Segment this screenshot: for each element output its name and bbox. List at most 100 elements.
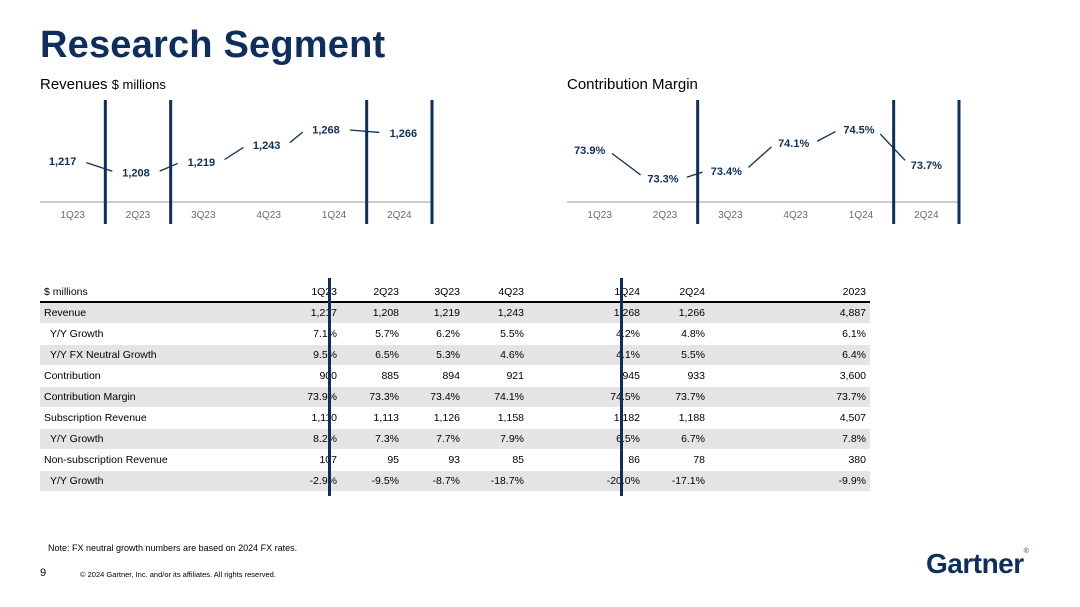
- table-row: Revenue 1,217 1,208 1,219 1,243 1,268 1,266 4,8…: [40, 301, 870, 324]
- revenue-tick-label: 1Q24: [322, 210, 347, 221]
- table-cell: 4.6%: [464, 344, 528, 366]
- table-cell: 4,887: [709, 301, 870, 324]
- row-label: Non-subscription Revenue: [40, 449, 259, 471]
- table-cell: 86: [528, 449, 644, 471]
- margin-data-label: 73.7%: [911, 160, 942, 172]
- revenues-title-text: Revenues: [40, 76, 108, 93]
- margin-period-divider: [696, 100, 700, 224]
- table-cell: 6.5%: [528, 428, 644, 450]
- margin-line-segment: [611, 152, 642, 176]
- margin-data-label: 73.3%: [647, 173, 678, 185]
- table-cell: 1,188: [644, 407, 709, 429]
- table-cell: 73.7%: [644, 386, 709, 408]
- revenue-data-label: 1,243: [253, 140, 281, 152]
- margin-data-label: 74.1%: [778, 138, 809, 150]
- table-cell: 4.2%: [528, 323, 644, 345]
- revenues-chart-title: Revenues $ millions: [40, 76, 166, 93]
- header-2q23: 2Q23: [341, 282, 403, 303]
- table-cell: 5.7%: [341, 323, 403, 345]
- revenue-data-label: 1,219: [188, 157, 216, 169]
- header-1q24: 1Q24: [528, 282, 644, 303]
- table-cell: 6.1%: [709, 323, 870, 345]
- margin-tick-label: 1Q23: [587, 210, 612, 221]
- gartner-logo-text: Gartner: [926, 548, 1024, 579]
- contribution-margin-line-chart: 73.9% 73.3% 73.4% 74.1% 74.5% 73.7% 1Q23 2Q23 3Q…: [567, 100, 961, 224]
- table-cell: 78: [644, 449, 709, 471]
- table-cell: 7.3%: [341, 428, 403, 450]
- table-cell: 95: [341, 449, 403, 471]
- table-cell: 85: [464, 449, 528, 471]
- revenues-unit-label: $ millions: [111, 77, 166, 92]
- table-cell: 3,600: [709, 365, 870, 387]
- table-cell: 5.5%: [644, 344, 709, 366]
- margin-tick-label: 4Q23: [783, 210, 808, 221]
- margin-line-segment: [686, 171, 703, 178]
- table-cell: 74.1%: [464, 386, 528, 408]
- revenue-data-label: 1,217: [49, 156, 77, 168]
- margin-tick-label: 1Q24: [849, 210, 874, 221]
- table-cell: 933: [644, 365, 709, 387]
- table-cell: 6.7%: [644, 428, 709, 450]
- table-cell: 1,158: [464, 407, 528, 429]
- margin-tick-label: 2Q23: [653, 210, 678, 221]
- table-cell: 1,208: [341, 301, 403, 324]
- margin-tick-label: 2Q24: [914, 210, 939, 221]
- table-cell: -9.9%: [709, 470, 870, 491]
- table-cell: 1,113: [341, 407, 403, 429]
- table-cell: 4.1%: [528, 344, 644, 366]
- table-cell: 7.7%: [403, 428, 464, 450]
- revenue-data-label: 1,208: [122, 168, 150, 180]
- table-row: Contribution Margin 73.9% 73.3% 73.4% 74.1% 7…: [40, 386, 870, 408]
- table-row: Y/Y Growth -2.9% -9.5% -8.7% -18.7% -20.0% -17…: [40, 470, 870, 491]
- margin-line-segment: [816, 130, 836, 142]
- margin-period-divider: [892, 100, 896, 224]
- table-cell: 1,126: [403, 407, 464, 429]
- table-cell: 1,268: [528, 301, 644, 324]
- table-cell: 7.8%: [709, 428, 870, 450]
- row-label: Y/Y Growth: [40, 428, 259, 450]
- table-cell: 7.1%: [259, 323, 341, 345]
- table-cell: 380: [709, 449, 870, 471]
- page-title: Research Segment: [40, 24, 386, 66]
- margin-line-segment: [748, 146, 772, 168]
- revenues-line-chart: 1,217 1,208 1,219 1,243 1,268 1,266 1Q23 2Q23 3Q…: [40, 100, 434, 224]
- row-label: Y/Y Growth: [40, 323, 259, 345]
- table-cell: -17.1%: [644, 470, 709, 491]
- margin-data-label: 74.5%: [843, 125, 874, 137]
- row-label: Revenue: [40, 301, 259, 324]
- revenue-tick-label: 4Q23: [256, 210, 281, 221]
- table-cell: -9.5%: [341, 470, 403, 491]
- table-cell: 74.5%: [528, 386, 644, 408]
- table-cell: 8.2%: [259, 428, 341, 450]
- revenue-period-divider: [430, 100, 434, 224]
- table-cell: 9.5%: [259, 344, 341, 366]
- revenue-period-divider: [169, 100, 173, 224]
- table-cell: 894: [403, 365, 464, 387]
- table-cell: 6.5%: [341, 344, 403, 366]
- table-cell: 1,243: [464, 301, 528, 324]
- header-1q23: 1Q23: [259, 282, 341, 303]
- table-cell: -20.0%: [528, 470, 644, 491]
- gartner-logo: Gartner®: [926, 548, 1029, 580]
- table-cell: 6.4%: [709, 344, 870, 366]
- table-cell: 73.3%: [341, 386, 403, 408]
- table-cell: 1,182: [528, 407, 644, 429]
- table-row: Y/Y FX Neutral Growth 9.5% 6.5% 5.3% 4.6% 4.1…: [40, 344, 870, 366]
- table-cell: 93: [403, 449, 464, 471]
- margin-data-label: 73.9%: [574, 145, 605, 157]
- copyright: © 2024 Gartner, Inc. and/or its affiliat…: [80, 570, 276, 579]
- table-cell: 885: [341, 365, 403, 387]
- header-3q23: 3Q23: [403, 282, 464, 303]
- table-cell: 921: [464, 365, 528, 387]
- table-cell: 5.3%: [403, 344, 464, 366]
- row-label: Contribution: [40, 365, 259, 387]
- header-4q23: 4Q23: [464, 282, 528, 303]
- table-row: Non-subscription Revenue1079593858678380: [40, 449, 870, 471]
- header-2023: 2023: [709, 282, 870, 303]
- fx-note: Note: FX neutral growth numbers are base…: [48, 543, 298, 553]
- row-label: Contribution Margin: [40, 386, 259, 408]
- row-label: Y/Y FX Neutral Growth: [40, 344, 259, 366]
- margin-tick-label: 3Q23: [718, 210, 743, 221]
- table-row: Y/Y Growth 7.1% 5.7% 6.2% 5.5% 4.2% 4.8% 6.1%: [40, 323, 870, 345]
- revenue-line-segment: [224, 146, 244, 161]
